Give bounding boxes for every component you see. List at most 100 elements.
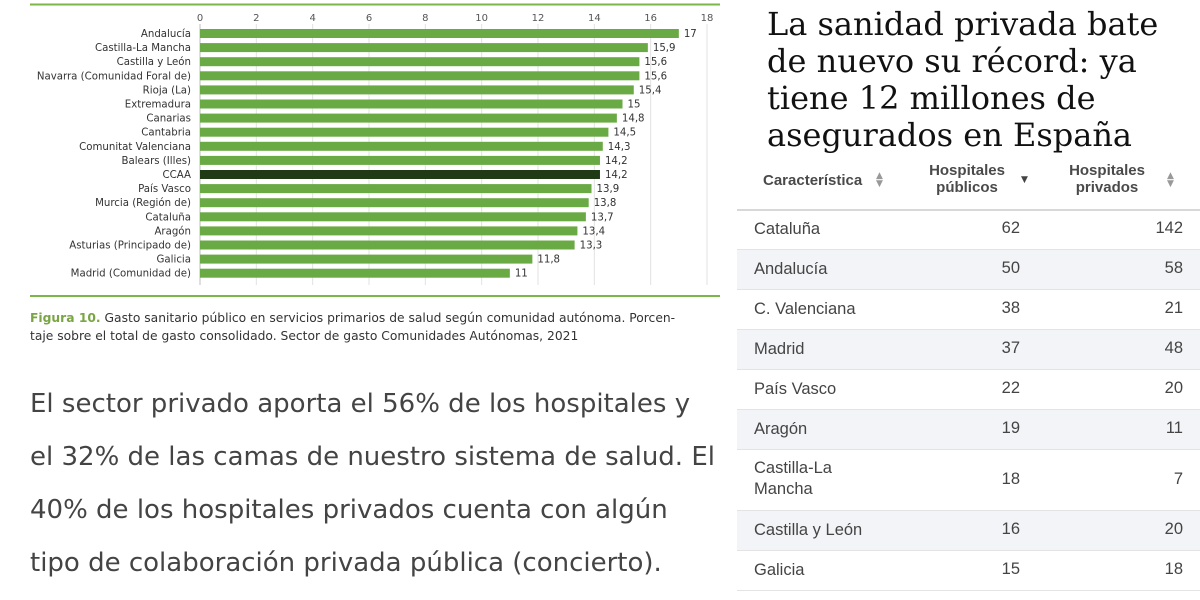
data-label: 11,8 [537,255,560,266]
cell-publicos: 19 [1001,419,1020,437]
cell-publicos: 22 [1001,379,1020,397]
cell-publicos: 15 [1001,560,1020,578]
body-paragraph: El sector privado aporta el 56% de los h… [30,389,715,578]
bar [200,113,617,123]
column-header-label: Característica [763,172,863,189]
data-label: 13,9 [597,184,620,195]
category-label: Extremadura [125,100,191,111]
figure-caption-line2: taje sobre el total de gasto consolidado… [30,329,579,343]
cell-publicos: 16 [1001,520,1020,538]
bar [200,212,586,222]
data-label: 13,8 [594,198,617,209]
bar [200,71,640,81]
x-tick-label: 14 [588,13,601,24]
data-label: 13,3 [580,241,603,252]
cell-publicos: 18 [1001,470,1020,488]
category-label: Canarias [146,114,191,125]
sort-icon[interactable]: ▲ ▼ [876,171,883,189]
category-label: Andalucía [141,28,191,40]
category-label: Comunitat Valenciana [79,142,191,153]
data-label: 17 [684,29,697,40]
category-label: Balears (Illes) [122,156,192,167]
hospitals-table-body: Cataluña 62 142 Andalucía 50 58 C. Valenciana 3… [737,210,1200,591]
article-headline: La sanidad privada bate de nuevo su réco… [767,5,1159,154]
sort-icon[interactable]: ▲ ▼ [1167,171,1174,189]
cell-privados: 11 [1165,419,1183,437]
column-header-privados[interactable]: Hospitales privados [1062,162,1152,196]
category-label: Cataluña [145,212,191,223]
table-row: Madrid 37 48 [737,330,1200,370]
data-label: 14,5 [613,128,636,139]
category-label: Cantabria [141,128,191,139]
data-label: 13,7 [591,212,614,223]
column-header-label: privados [1075,179,1139,196]
column-header-label: públicos [936,179,998,196]
x-tick-label: 12 [532,13,545,24]
x-tick-label: 6 [366,13,372,24]
cell-name: Castilla y León [754,521,863,539]
bar [200,155,600,165]
data-label: 13,4 [582,226,605,237]
cell-privados: 20 [1164,379,1183,397]
table-row: Aragón 19 11 [737,410,1200,450]
sort-desc-icon[interactable]: ▼ [1021,175,1028,185]
table-row: Castilla-La Mancha 18 7 [737,450,1200,511]
data-label: 15,9 [653,43,676,54]
cell-name: Galicia [754,561,805,579]
column-header-label: Hospitales [1069,162,1145,179]
category-label: Rioja (La) [143,85,191,96]
figure-caption: Figura 10. Gasto sanitario público en se… [30,309,720,345]
bar [200,141,603,151]
table-row: C. Valenciana 38 21 [737,290,1200,330]
cell-name: C. Valenciana [754,300,856,318]
cell-publicos: 62 [1001,219,1020,237]
category-label: Navarra (Comunidad Foral de) [37,71,191,82]
bar [200,85,634,95]
x-tick-label: 4 [309,13,315,24]
table-row: Cataluña 62 142 [737,210,1200,250]
category-label: CCAA [163,170,191,181]
cell-privados: 142 [1155,219,1183,237]
cell-name: Cataluña [754,220,821,238]
bar [200,254,533,264]
data-label: 14,2 [605,170,628,181]
x-tick-label: 16 [644,13,657,24]
bar [200,268,510,278]
category-label: Aragón [154,225,191,237]
data-label: 15 [628,100,641,111]
x-tick-label: 18 [701,13,714,24]
article-panel: La sanidad privada bate de nuevo su réco… [737,0,1200,600]
cell-privados: 20 [1164,520,1183,538]
category-label: Murcia (Región de) [95,197,191,209]
bar [200,99,623,109]
x-tick-label: 2 [253,13,259,24]
bar [200,184,592,194]
x-tick-label: 0 [197,13,203,24]
chart-panel: 0 2 4 6 8 10 12 14 16 18 Andalucía 17 Castilla-La Ma… [30,3,720,578]
bar [200,29,679,38]
cell-name: Madrid [754,340,805,358]
data-label: 14,3 [608,142,631,153]
table-row: País Vasco 22 20 [737,370,1200,410]
figure-caption-line1: Gasto sanitario público en servicios pri… [104,311,676,325]
bar [200,43,648,53]
bar [200,198,589,208]
data-label: 15,4 [639,85,662,96]
bar [200,170,600,179]
data-label: 14,8 [622,114,645,125]
bar [200,226,578,236]
bar [200,240,575,250]
cell-name: Castilla-La Mancha [754,459,832,498]
cell-privados: 58 [1164,259,1183,277]
column-header-publicos[interactable]: Hospitales públicos [922,162,1012,196]
x-tick-label: 10 [475,13,488,24]
cell-privados: 21 [1164,299,1183,317]
category-label: Galicia [157,255,191,266]
category-label: Asturias (Principado de) [69,241,191,252]
bar [200,127,609,137]
category-label: Madrid (Comunidad de) [71,269,191,280]
cell-name: Aragón [754,420,808,438]
data-label: 15,6 [644,71,667,82]
cell-privados: 18 [1164,560,1183,578]
column-header-caracteristica[interactable]: Característica [763,172,862,189]
